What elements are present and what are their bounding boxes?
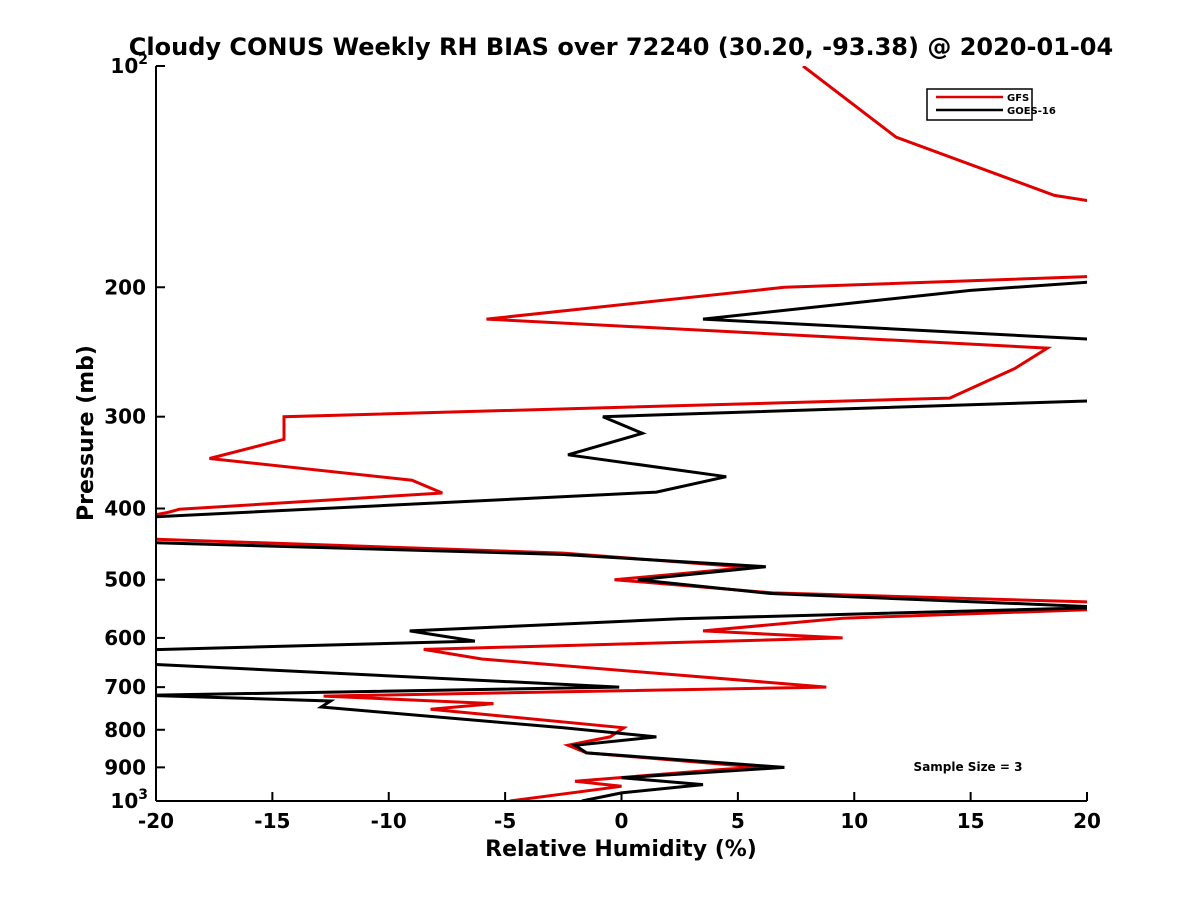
y-ticks: 102 200 300 400 500 600 700 800 900 103 — [104, 52, 165, 813]
x-tick-label: -20 — [138, 809, 174, 833]
legend-label-goes16: GOES-16 — [1007, 106, 1056, 117]
legend-box — [926, 88, 1033, 121]
x-tick-label: 10 — [840, 809, 868, 833]
series-layer — [156, 66, 1087, 801]
x-tick-label: 0 — [615, 809, 629, 833]
series-line-goes16 — [156, 280, 1087, 801]
legend: GFS GOES-16 — [926, 88, 1056, 121]
x-tick-label: 20 — [1073, 809, 1101, 833]
y-tick-label: 400 — [104, 497, 146, 521]
legend-label-gfs: GFS — [1007, 93, 1029, 104]
x-tick-label: 5 — [731, 809, 745, 833]
sample-size-annotation: Sample Size = 3 — [914, 760, 1023, 774]
x-ticks: -20 -15 -10 -5 0 5 10 15 20 — [138, 792, 1101, 833]
x-tick-label: -15 — [254, 809, 290, 833]
y-tick-label: 600 — [104, 626, 146, 650]
y-tick-label: 103 — [110, 787, 148, 813]
x-axis-label: Relative Humidity (%) — [485, 837, 757, 862]
y-tick-label: 102 — [110, 52, 148, 78]
chart-title: Cloudy CONUS Weekly RH BIAS over 72240 (… — [129, 33, 1113, 61]
y-tick-label: 900 — [104, 755, 146, 779]
x-tick-label: -10 — [371, 809, 407, 833]
y-axis-label: Pressure (mb) — [74, 345, 99, 521]
y-tick-label: 700 — [104, 675, 146, 699]
series-line-gfs — [156, 66, 1087, 801]
y-tick-label: 500 — [104, 568, 146, 592]
y-tick-label: 300 — [104, 405, 146, 429]
y-tick-label: 800 — [104, 718, 146, 742]
x-tick-label: -5 — [494, 809, 516, 833]
x-tick-label: 15 — [957, 809, 985, 833]
y-tick-label: 200 — [104, 275, 146, 299]
